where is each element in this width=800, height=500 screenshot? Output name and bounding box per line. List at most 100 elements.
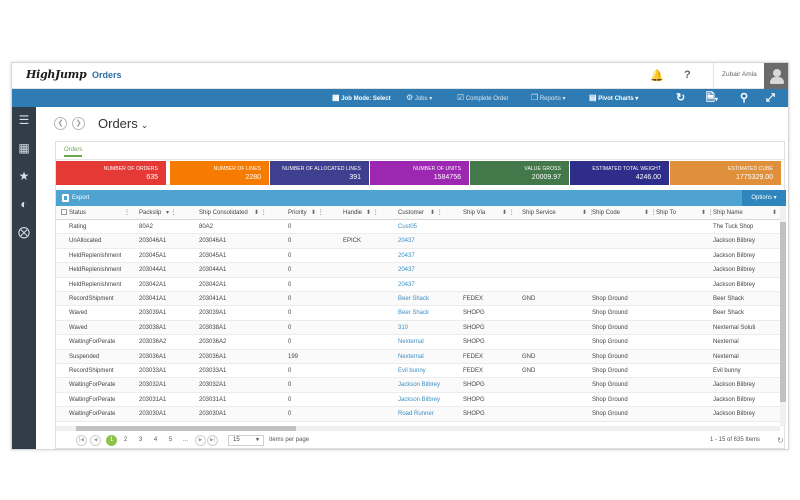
column-menu-icon[interactable]: ⬍ ⋮ bbox=[311, 210, 324, 216]
table-row[interactable]: Suspended 203036A1 203036A1 199 Nexternal FED… bbox=[56, 349, 780, 364]
column-header[interactable]: Status bbox=[69, 210, 87, 216]
jobs-menu[interactable]: ⚙ Jobs ▾ bbox=[406, 93, 433, 102]
page-number-button[interactable]: 1 bbox=[106, 435, 117, 446]
next-page-button[interactable]: ▶ bbox=[195, 435, 206, 446]
table-row[interactable]: HeldReplenishment 203044A1 203044A1 0 20437 J… bbox=[56, 263, 780, 278]
vertical-scrollbar[interactable] bbox=[780, 206, 786, 426]
customer-link[interactable]: Nexternal bbox=[398, 353, 424, 360]
job-mode-button[interactable]: ▦ Job Mode: Select bbox=[332, 89, 391, 107]
table-cell: 0 bbox=[288, 324, 292, 331]
column-header[interactable]: Ship Name bbox=[713, 210, 743, 216]
table-row[interactable]: RecordShipment 203033A1 203033A1 0 Evil bunn… bbox=[56, 364, 780, 379]
customer-link[interactable]: 20437 bbox=[398, 252, 415, 259]
app-title[interactable]: Orders bbox=[92, 70, 122, 80]
column-menu-icon[interactable]: ⬍ bbox=[772, 210, 778, 216]
table-row[interactable]: Waved 203038A1 203038A1 0 310 SHOPG Shop Groun… bbox=[56, 320, 780, 336]
table-cell: Suspended bbox=[69, 353, 100, 360]
customer-link[interactable]: 310 bbox=[398, 324, 409, 331]
prev-page-button[interactable]: ◀ bbox=[90, 435, 101, 446]
column-menu-icon[interactable]: ⬍ ⋮ bbox=[644, 210, 657, 216]
column-menu-icon[interactable]: ⬍ ⋮ bbox=[430, 210, 443, 216]
page-number-button[interactable]: ... bbox=[182, 437, 188, 443]
avatar[interactable] bbox=[764, 63, 788, 89]
column-menu-icon[interactable]: ⬍ ⋮ bbox=[502, 210, 515, 216]
first-page-button[interactable]: |◀ bbox=[76, 435, 87, 446]
select-all-checkbox[interactable] bbox=[61, 209, 67, 215]
column-menu-icon[interactable]: ⬍ ⋮ bbox=[582, 210, 595, 216]
customer-link[interactable]: Cust05 bbox=[398, 224, 418, 230]
table-row[interactable]: Rating 80A2 80A2 0 Cust05 The Tuck Shop bbox=[56, 220, 780, 235]
last-page-button[interactable]: ▶| bbox=[207, 435, 218, 446]
bell-icon[interactable]: 🔔 bbox=[650, 70, 664, 82]
column-header[interactable]: Handle bbox=[343, 210, 363, 216]
column-header[interactable]: Ship Consolidated bbox=[199, 210, 248, 216]
apps-grid-icon[interactable]: ▦ bbox=[18, 141, 30, 155]
customer-link[interactable]: 20437 bbox=[398, 238, 415, 245]
column-menu-icon[interactable]: ⬍ ⋮ bbox=[701, 210, 714, 216]
table-row[interactable]: RecordShipment 203041A1 203041A1 0 Beer Shac… bbox=[56, 292, 780, 307]
page-title[interactable]: Orders ⌄ bbox=[98, 116, 148, 131]
user-name[interactable]: Zubair Amla bbox=[722, 71, 757, 78]
table-cell: Beer Shack bbox=[713, 296, 745, 302]
document-icon[interactable]: 🗎▾ bbox=[706, 92, 718, 104]
complete-order-button[interactable]: ☑ Complete Order bbox=[457, 89, 509, 107]
column-header[interactable]: Ship To bbox=[656, 210, 676, 216]
table-row[interactable]: WaitingForPerate 203036A2 203036A2 0 Nextern… bbox=[56, 335, 780, 350]
customer-link[interactable]: Jackson Bilbrey bbox=[398, 382, 441, 389]
page-number-button[interactable]: 3 bbox=[138, 437, 143, 443]
table-row[interactable]: Waved 203039A1 203039A1 0 Beer Shack SHOPG Sho… bbox=[56, 306, 780, 321]
column-menu-icon[interactable]: ▾ ⋮ bbox=[166, 210, 177, 216]
customer-link[interactable]: Beer Shack bbox=[398, 310, 430, 317]
page-size-select[interactable]: 15 ▼ bbox=[228, 435, 264, 446]
column-header[interactable]: Ship Via bbox=[463, 210, 486, 216]
table-row[interactable]: HeldReplenishment 203045A1 203045A1 0 20437 J… bbox=[56, 249, 780, 264]
refresh-icon[interactable]: ↻ bbox=[676, 92, 686, 104]
customer-link[interactable]: 20437 bbox=[398, 281, 415, 288]
horizontal-scroll-thumb[interactable] bbox=[76, 426, 296, 431]
table-row[interactable]: WaitingForPerate 203032A1 203032A1 0 Jackson… bbox=[56, 378, 780, 393]
forward-button[interactable]: ❯ bbox=[72, 117, 85, 130]
page-number-button[interactable]: 4 bbox=[153, 437, 158, 443]
star-icon[interactable]: ★ bbox=[18, 169, 30, 183]
chart-icon: ▤ bbox=[589, 93, 597, 102]
column-header[interactable]: Ship Code bbox=[592, 210, 621, 216]
column-menu-icon[interactable]: ⋮ bbox=[124, 210, 130, 216]
column-menu-icon[interactable]: ⬍ ⋮ bbox=[254, 210, 267, 216]
column-header[interactable]: Packslip bbox=[139, 210, 162, 216]
column-header[interactable]: Ship Service bbox=[522, 210, 556, 216]
page-title-text: Orders bbox=[98, 116, 138, 131]
horizontal-scrollbar[interactable] bbox=[56, 426, 780, 431]
kpi-value: 2280 bbox=[245, 174, 261, 181]
close-circle-icon[interactable]: ⨂ bbox=[18, 225, 30, 239]
customer-link[interactable]: Beer Shack bbox=[398, 296, 430, 302]
customer-link[interactable]: Road Runner bbox=[398, 411, 434, 418]
search-icon[interactable]: ⚲ bbox=[740, 92, 749, 104]
export-icon[interactable] bbox=[62, 194, 69, 202]
expand-icon[interactable]: ⤢ bbox=[766, 92, 775, 104]
back-button[interactable]: ❮ bbox=[54, 117, 67, 130]
pivot-charts-menu[interactable]: ▤ Pivot Charts ▾ bbox=[589, 93, 639, 102]
customer-link[interactable]: 20437 bbox=[398, 267, 415, 274]
column-menu-icon[interactable]: ⬍ ⋮ bbox=[366, 210, 379, 216]
table-row[interactable]: WaitingForPerate 203031A1 203031A1 0 Jackson… bbox=[56, 393, 780, 408]
table-row[interactable]: UnAllocated 203046A1 203046A1 0 EPICK 20437 Ja… bbox=[56, 234, 780, 249]
page-number-button[interactable]: 2 bbox=[123, 437, 128, 443]
help-icon[interactable]: ? bbox=[684, 69, 691, 81]
customer-link[interactable]: Nexternal bbox=[398, 339, 424, 346]
contrast-icon[interactable]: ◐ bbox=[20, 197, 28, 211]
customer-link[interactable]: Evil bunny bbox=[398, 368, 426, 374]
export-button[interactable]: Export bbox=[72, 195, 90, 201]
reports-menu[interactable]: ❒ Reports ▾ bbox=[531, 93, 566, 102]
refresh-icon[interactable]: ↻ bbox=[777, 436, 784, 445]
table-row[interactable]: WaitingForPerate 203030A1 203030A1 0 Road Ru… bbox=[56, 407, 780, 422]
table-row[interactable]: HeldReplenishment 203042A1 203042A1 0 20437 J… bbox=[56, 278, 780, 292]
customer-link[interactable]: Jackson Bilbrey bbox=[398, 396, 441, 403]
column-header[interactable]: Priority bbox=[288, 210, 307, 216]
top-bar: HighJump Orders 🔔 ? Zubair Amla bbox=[12, 63, 788, 89]
menu-icon[interactable]: ☰ bbox=[18, 113, 30, 127]
page-number-button[interactable]: 5 bbox=[168, 437, 173, 443]
vertical-scroll-thumb[interactable] bbox=[780, 222, 786, 402]
options-button[interactable]: Options ▾ bbox=[742, 190, 786, 206]
tab-orders[interactable]: Orders bbox=[64, 147, 83, 157]
column-header[interactable]: Customer bbox=[398, 210, 425, 216]
